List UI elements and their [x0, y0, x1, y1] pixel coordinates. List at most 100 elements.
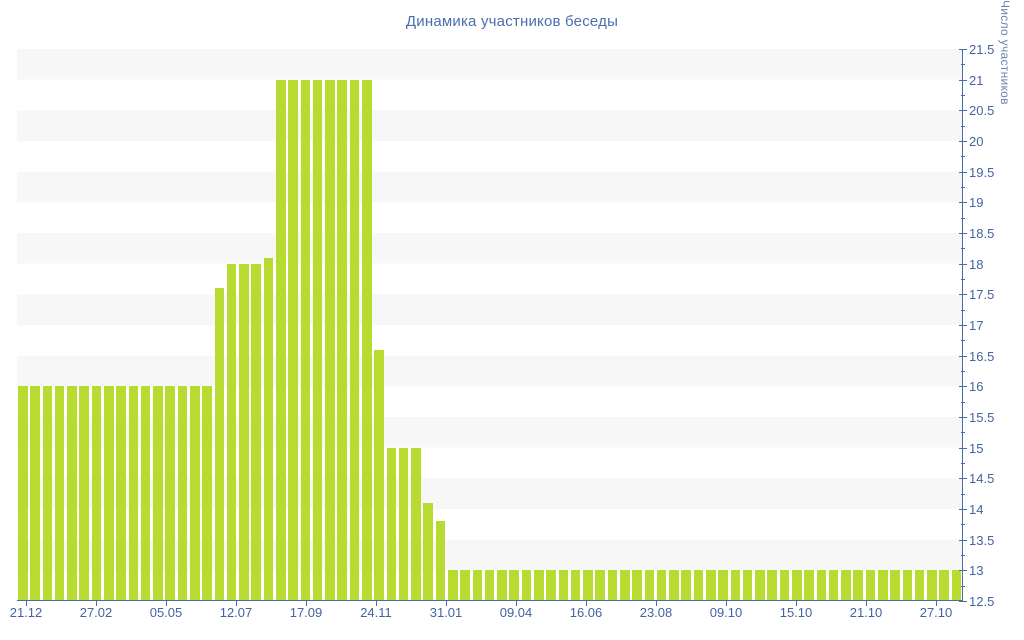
y-tick-label: 18 — [969, 256, 984, 272]
y-tick-label: 15 — [969, 440, 984, 456]
bar[interactable] — [325, 79, 335, 601]
bar[interactable] — [460, 570, 470, 601]
bar[interactable] — [767, 570, 777, 601]
bar[interactable] — [374, 349, 384, 601]
bar[interactable] — [828, 570, 839, 601]
bar[interactable] — [362, 79, 372, 601]
bar[interactable] — [18, 386, 28, 601]
bar[interactable] — [644, 570, 655, 601]
bar[interactable] — [42, 386, 53, 601]
bar[interactable] — [448, 570, 458, 601]
bar[interactable] — [681, 570, 691, 601]
bar[interactable] — [890, 570, 900, 601]
x-tick-label: 27.02 — [79, 605, 113, 620]
bar[interactable] — [54, 386, 65, 601]
ticks-layer: 12.5 13 13.5 14 14.5 15 15.5 16 16.5 17 17.5 18 18.5… — [10, 43, 995, 620]
bar[interactable] — [730, 570, 741, 601]
bar[interactable] — [300, 79, 311, 601]
y-major-tick — [959, 386, 967, 388]
bar[interactable] — [386, 447, 397, 601]
bar[interactable] — [128, 386, 139, 601]
y-minor-tick — [961, 401, 965, 403]
bar[interactable] — [79, 386, 89, 601]
bar[interactable] — [288, 79, 298, 601]
bar[interactable] — [153, 386, 163, 601]
bar[interactable] — [951, 570, 962, 601]
bar[interactable] — [337, 79, 347, 601]
x-tick-label: 31.01 — [429, 605, 463, 620]
y-major-tick — [959, 570, 967, 572]
y-minor-tick — [961, 463, 965, 464]
bar[interactable] — [497, 570, 507, 601]
y-tick-label: 17.5 — [969, 287, 995, 303]
bar[interactable] — [411, 447, 421, 601]
bar[interactable] — [104, 386, 114, 601]
bar[interactable] — [779, 570, 790, 601]
bar[interactable] — [742, 570, 753, 601]
bar[interactable] — [276, 79, 286, 601]
bar[interactable] — [214, 288, 225, 601]
bar[interactable] — [902, 570, 913, 601]
bar[interactable] — [620, 570, 630, 601]
bar[interactable] — [435, 521, 446, 601]
bar[interactable] — [755, 570, 765, 601]
bar[interactable] — [472, 570, 483, 601]
bar[interactable] — [939, 570, 949, 601]
bar[interactable] — [398, 447, 409, 601]
y-major-tick — [959, 355, 967, 357]
bar[interactable] — [865, 570, 876, 601]
bar[interactable] — [853, 570, 863, 601]
bar[interactable] — [718, 570, 728, 601]
bar[interactable] — [190, 386, 200, 601]
bar[interactable] — [878, 570, 888, 601]
y-major-tick — [959, 417, 967, 418]
bar[interactable] — [116, 386, 126, 601]
bar[interactable] — [656, 570, 667, 601]
bar[interactable] — [521, 570, 532, 601]
bar[interactable] — [595, 570, 605, 601]
bar[interactable] — [423, 502, 433, 601]
y-major-tick — [959, 325, 967, 326]
bar[interactable] — [669, 570, 679, 601]
y-tick-label: 13.5 — [969, 532, 995, 548]
bar[interactable] — [484, 570, 495, 601]
bar[interactable] — [30, 386, 40, 601]
bar[interactable] — [841, 570, 851, 601]
bar[interactable] — [140, 386, 151, 601]
bar[interactable] — [816, 570, 827, 601]
x-tick-label: 17.09 — [289, 605, 323, 620]
x-axis-line — [17, 600, 963, 601]
bar[interactable] — [509, 570, 519, 601]
bar[interactable] — [693, 570, 704, 601]
bar[interactable] — [226, 263, 237, 601]
y-tick-label: 15.5 — [969, 410, 995, 425]
bar[interactable] — [792, 570, 802, 601]
x-tick — [936, 600, 937, 606]
bar[interactable] — [263, 257, 274, 601]
bar[interactable] — [91, 386, 102, 601]
bar[interactable] — [349, 79, 360, 601]
bar[interactable] — [546, 570, 556, 601]
y-tick-label: 16.5 — [969, 348, 995, 364]
bar[interactable] — [312, 79, 323, 601]
bar[interactable] — [177, 386, 188, 601]
y-minor-tick — [961, 248, 965, 250]
bar[interactable] — [534, 570, 544, 601]
x-tick — [446, 600, 447, 606]
bar[interactable] — [632, 570, 642, 601]
bar[interactable] — [804, 570, 814, 601]
bar[interactable] — [67, 386, 77, 601]
bar[interactable] — [706, 570, 716, 601]
bar[interactable] — [165, 386, 175, 601]
bar[interactable] — [558, 570, 569, 601]
bar[interactable] — [583, 570, 593, 601]
y-major-tick — [959, 539, 967, 541]
bar[interactable] — [914, 570, 925, 601]
bar[interactable] — [570, 570, 581, 601]
y-tick-label: 19.5 — [969, 164, 995, 180]
bar[interactable] — [927, 570, 937, 601]
bar[interactable] — [607, 570, 618, 601]
bar[interactable] — [202, 386, 212, 601]
bar[interactable] — [251, 263, 261, 601]
bar[interactable] — [239, 263, 249, 601]
